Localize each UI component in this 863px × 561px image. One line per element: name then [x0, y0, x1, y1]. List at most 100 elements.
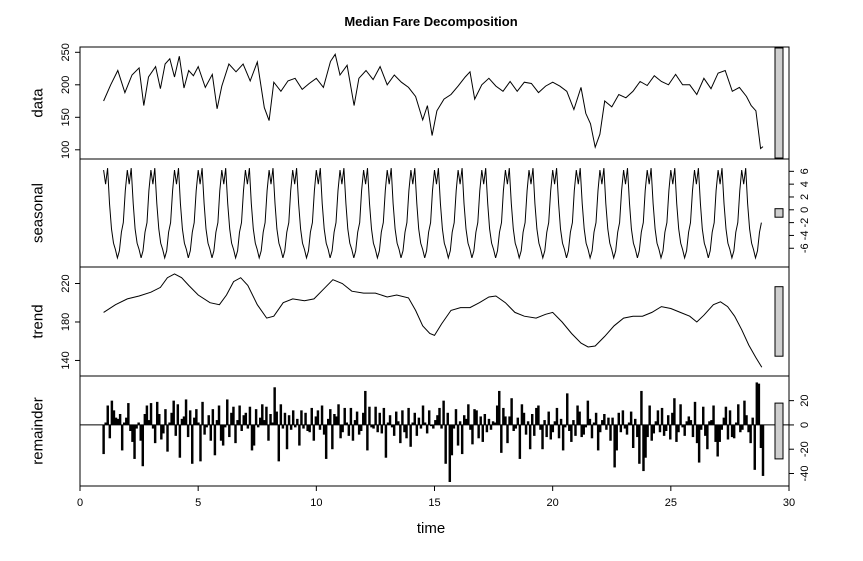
remainder-bar: [625, 424, 629, 435]
remainder-bar: [689, 420, 693, 425]
remainder-bar: [423, 422, 427, 425]
remainder-bar: [267, 424, 270, 441]
remainder-bar: [174, 424, 177, 436]
remainder-bar: [123, 422, 126, 425]
remainder-bar: [498, 390, 501, 425]
seasonal-y-tick-label: 4: [799, 181, 811, 187]
remainder-bar: [726, 424, 730, 440]
remainder-bar: [374, 406, 377, 425]
remainder-bar: [557, 424, 561, 439]
data-y-tick-label: 200: [60, 76, 72, 94]
remainder-bar: [197, 422, 200, 425]
remainder-bar: [203, 424, 206, 435]
remainder-bar: [605, 424, 608, 430]
remainder-bar: [162, 424, 165, 434]
remainder-bar: [215, 420, 219, 425]
trend-line: [103, 273, 763, 368]
remainder-bar: [201, 401, 204, 425]
remainder-bar: [207, 415, 210, 425]
remainder-bar: [244, 412, 248, 425]
remainder-bar: [401, 410, 404, 425]
remainder-bar: [755, 382, 759, 425]
remainder-bar: [708, 421, 711, 425]
remainder-bar: [563, 424, 567, 428]
remainder-bar: [254, 409, 258, 425]
remainder-bar: [580, 424, 583, 438]
remainder-bar: [644, 424, 647, 458]
remainder-bar: [306, 424, 309, 431]
remainder-bar: [355, 411, 359, 425]
remainder-bar: [757, 383, 761, 425]
remainder-bar: [724, 406, 728, 425]
x-tick-label: 30: [783, 497, 795, 509]
remainder-bar: [594, 412, 598, 425]
seasonal-y-tick-label: -6: [799, 243, 811, 253]
remainder-bar: [384, 424, 388, 458]
remainder-bar: [728, 410, 732, 425]
remainder-bar: [386, 422, 390, 425]
remainder-bar: [345, 422, 349, 425]
remainder-bar: [438, 407, 441, 425]
remainder-bar: [570, 424, 573, 442]
remainder-bar: [378, 412, 381, 425]
remainder-bar: [512, 424, 515, 431]
remainder-bar: [467, 404, 470, 425]
remainder-bar: [456, 424, 460, 446]
remainder-bar: [553, 421, 557, 425]
remainder-bar: [395, 411, 398, 425]
remainder-bar: [331, 424, 334, 450]
remainder-bar: [652, 424, 656, 434]
remainder-bar: [584, 424, 588, 428]
remainder-bar: [250, 424, 254, 451]
remainder-bar: [417, 417, 421, 425]
remainder-bar: [392, 424, 396, 436]
remainder-bar: [160, 424, 163, 440]
remainder-bar: [671, 412, 674, 425]
remainder-bar: [368, 406, 371, 425]
remainder-bar: [485, 424, 489, 433]
remainder-bar: [205, 424, 208, 428]
remainder-bar: [236, 420, 239, 425]
remainder-bar: [749, 424, 752, 444]
panel-data: 100 150 200 250 data: [30, 43, 790, 160]
remainder-bar: [446, 412, 449, 425]
data-y-tick-label: 100: [60, 141, 72, 159]
remainder-bar: [127, 403, 130, 425]
remainder-bar: [234, 424, 237, 444]
panel-seasonal: -6 -4 -2 0 2 4 6 seasonal: [30, 158, 811, 268]
remainder-bar: [702, 406, 705, 425]
remainder-bar: [706, 424, 709, 450]
remainder-bar: [537, 405, 540, 425]
remainder-bar: [413, 412, 416, 425]
remainder-bar: [147, 420, 151, 425]
x-tick-label: 0: [77, 497, 83, 509]
remainder-bar: [679, 404, 682, 425]
remainder-bar: [137, 422, 140, 425]
range-bar: [774, 208, 784, 218]
remainder-bar: [186, 424, 190, 438]
remainder-bar: [259, 417, 262, 425]
remainder-bar: [508, 416, 511, 425]
remainder-bar: [294, 424, 297, 428]
remainder-bar: [627, 422, 631, 425]
remainder-bar: [646, 424, 649, 438]
remainder-bar: [681, 424, 684, 428]
trend-y-tick-label: 220: [60, 274, 72, 292]
remainder-bar: [242, 415, 245, 425]
remainder-bar: [432, 424, 435, 429]
remainder-bar: [114, 417, 118, 425]
remainder-bar: [722, 417, 726, 425]
remainder-y-tick-label: -20: [799, 441, 811, 457]
remainder-bar: [500, 424, 503, 453]
remainder-bar: [658, 424, 662, 433]
remainder-bar: [298, 424, 301, 446]
panel-label: remainder: [30, 397, 47, 465]
remainder-bar: [182, 416, 186, 425]
remainder-bar: [405, 424, 408, 439]
remainder-bar: [188, 410, 192, 425]
remainder-y-tick-label: 0: [799, 422, 811, 428]
x-axis-label: time: [417, 520, 445, 537]
remainder-bar: [730, 424, 734, 438]
remainder-bar: [592, 422, 596, 425]
remainder-bar: [699, 424, 703, 430]
